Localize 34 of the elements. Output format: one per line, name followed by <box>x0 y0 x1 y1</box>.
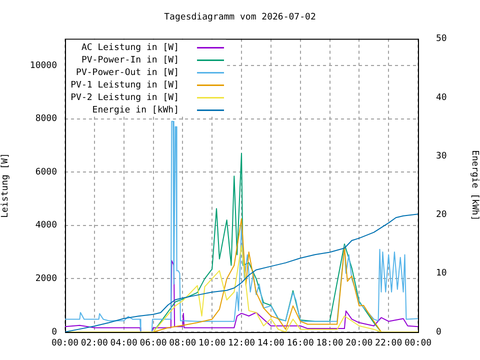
legend-label: PV-Power-In in [W] <box>81 56 179 66</box>
y2-axis-title: Energie [kWh] <box>469 150 480 221</box>
x-tick-label: 16:00 <box>286 338 314 349</box>
x-tick-label: 04:00 <box>110 338 138 349</box>
x-tick-label: 20:00 <box>346 338 373 349</box>
y-tick-label: 4000 <box>35 220 57 231</box>
x-tick-label: 10:00 <box>198 338 226 349</box>
x-tick-label: 14:00 <box>257 338 284 349</box>
y-tick-label: 8000 <box>35 114 57 124</box>
legend-label: Energie in [kWh] <box>92 106 179 116</box>
y2-tick-label: 0 <box>436 327 442 338</box>
y-tick-label: 2000 <box>35 274 57 284</box>
x-tick-label: 00:00 <box>51 338 79 349</box>
y2-tick-label: 40 <box>436 92 447 103</box>
x-tick-label: 12:00 <box>228 338 256 349</box>
legend-label: PV-1 Leistung in [W] <box>70 80 179 91</box>
x-tick-label: 22:00 <box>375 338 402 349</box>
x-tick-label: 02:00 <box>80 338 108 349</box>
legend-label: AC Leistung in [W] <box>81 43 179 54</box>
x-tick-label: 06:00 <box>140 338 167 349</box>
y2-tick-label: 20 <box>436 210 447 220</box>
x-tick-label: 00:00 <box>404 338 432 349</box>
y2-tick-label: 10 <box>436 268 447 279</box>
x-tick-label: 18:00 <box>316 338 344 349</box>
legend-label: PV-2 Leistung in [W] <box>70 93 179 104</box>
y2-tick-label: 50 <box>436 34 447 44</box>
y-tick-label: 6000 <box>35 167 57 178</box>
y-tick-label: 0 <box>52 327 57 338</box>
chart-title: Tagesdiagramm vom 2026-07-02 <box>164 12 316 23</box>
x-tick-label: 08:00 <box>169 338 196 349</box>
y-tick-label: 10000 <box>30 60 57 71</box>
y-axis-title: Leistung [W] <box>0 152 11 218</box>
y2-tick-label: 30 <box>436 151 447 162</box>
legend-label: PV-Power-Out in [W] <box>76 68 179 78</box>
